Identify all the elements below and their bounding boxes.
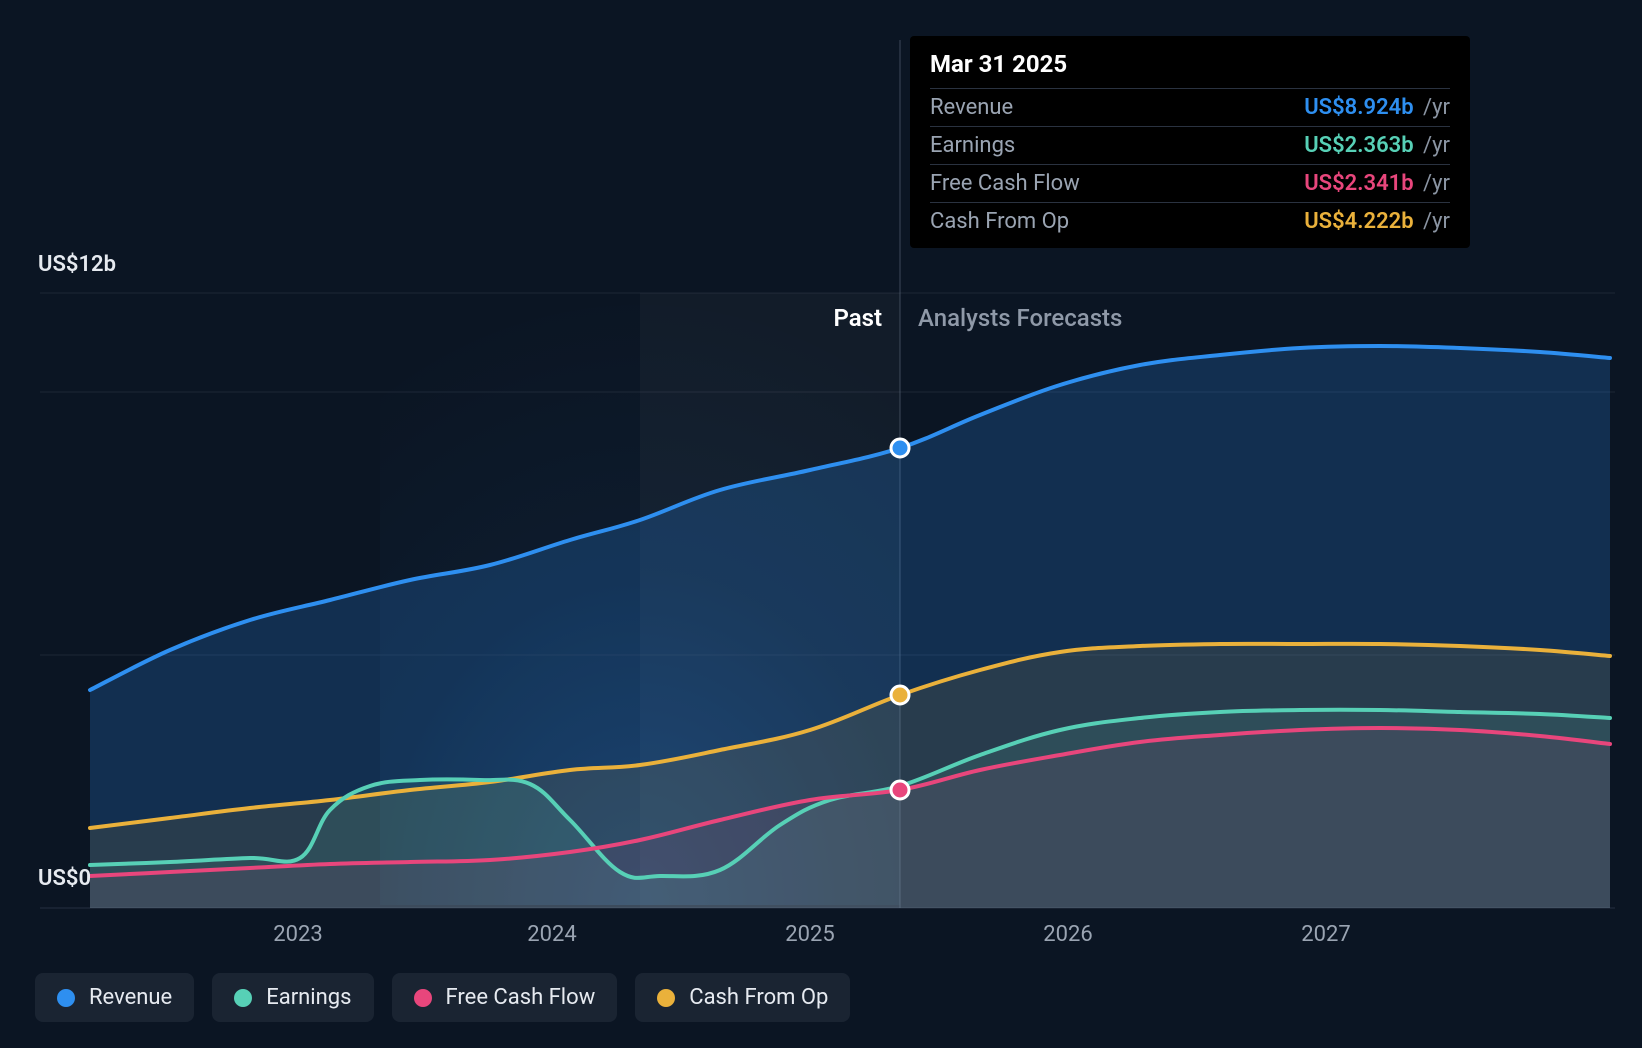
legend-item-earnings[interactable]: Earnings	[212, 973, 373, 1022]
x-tick-label: 2023	[273, 922, 322, 947]
x-tick-label: 2026	[1043, 922, 1092, 947]
tooltip-row-value: US$2.341b /yr	[1304, 171, 1450, 196]
tooltip-row: Earnings US$2.363b /yr	[930, 126, 1450, 164]
legend-item-fcf[interactable]: Free Cash Flow	[392, 973, 618, 1022]
forecast-label: Analysts Forecasts	[918, 304, 1122, 332]
hover-tooltip: Mar 31 2025 Revenue US$8.924b /yr Earnings…	[910, 36, 1470, 248]
cashop-dot-icon	[657, 989, 675, 1007]
tooltip-row-value: US$4.222b /yr	[1304, 209, 1450, 234]
financial-chart: US$12b US$0 Past Analysts Forecasts 2023…	[0, 0, 1642, 1048]
tooltip-row-value: US$8.924b /yr	[1304, 95, 1450, 120]
tooltip-row: Cash From Op US$4.222b /yr	[930, 202, 1450, 240]
tooltip-row: Revenue US$8.924b /yr	[930, 88, 1450, 126]
fcf-dot-icon	[414, 989, 432, 1007]
earnings-dot-icon	[234, 989, 252, 1007]
tooltip-date: Mar 31 2025	[930, 50, 1450, 88]
tooltip-row: Free Cash Flow US$2.341b /yr	[930, 164, 1450, 202]
tooltip-row-value: US$2.363b /yr	[1304, 133, 1450, 158]
legend-item-label: Earnings	[266, 985, 351, 1010]
tooltip-row-label: Cash From Op	[930, 209, 1069, 234]
x-tick-label: 2024	[527, 922, 576, 947]
legend-item-cashop[interactable]: Cash From Op	[635, 973, 850, 1022]
y-tick-label: US$0	[38, 866, 91, 891]
past-label: Past	[833, 304, 882, 332]
tooltip-row-label: Earnings	[930, 133, 1015, 158]
tooltip-row-label: Revenue	[930, 95, 1013, 120]
legend-item-label: Revenue	[89, 985, 172, 1010]
tooltip-row-label: Free Cash Flow	[930, 171, 1080, 196]
revenue-dot-icon	[57, 989, 75, 1007]
x-tick-label: 2025	[785, 922, 834, 947]
legend: Revenue Earnings Free Cash Flow Cash From O…	[35, 973, 850, 1022]
legend-item-label: Free Cash Flow	[446, 985, 596, 1010]
legend-item-label: Cash From Op	[689, 985, 828, 1010]
legend-item-revenue[interactable]: Revenue	[35, 973, 194, 1022]
x-tick-label: 2027	[1301, 922, 1350, 947]
y-tick-label: US$12b	[38, 252, 116, 277]
